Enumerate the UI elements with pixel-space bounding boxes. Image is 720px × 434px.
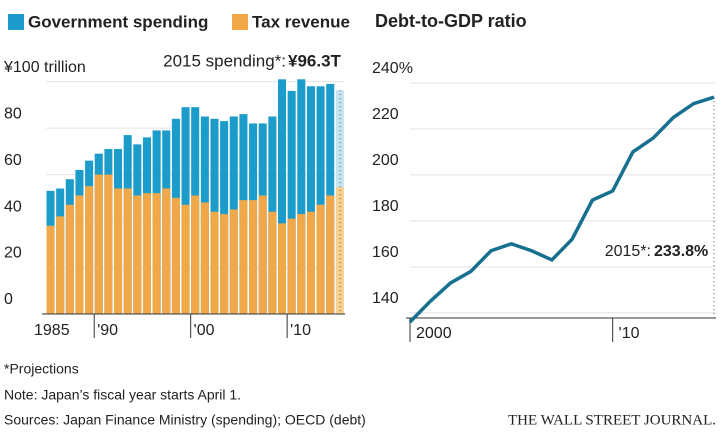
y-tick-label: 80 <box>4 105 22 122</box>
y-tick-label: 220 <box>372 106 399 123</box>
bar <box>85 186 94 314</box>
bar <box>123 188 132 314</box>
bar <box>114 188 123 314</box>
x-tick-label: 1985 <box>34 322 70 339</box>
value-label: 233.8% <box>654 243 708 260</box>
bar <box>65 204 74 314</box>
bar <box>316 204 325 314</box>
legend-label: Tax revenue <box>252 12 350 31</box>
legend-swatch <box>232 14 248 30</box>
bar <box>191 195 200 314</box>
bar <box>326 195 335 314</box>
bar <box>56 216 65 314</box>
bar <box>316 86 325 315</box>
bar <box>171 197 180 314</box>
x-tick-label: '10 <box>619 325 640 342</box>
bar <box>75 195 84 314</box>
bar <box>94 174 103 314</box>
y-tick-label: 160 <box>372 244 399 261</box>
legend-swatch <box>8 14 24 30</box>
credit: THE WALL STREET JOURNAL. <box>508 412 716 428</box>
bar <box>162 188 171 314</box>
bar <box>297 79 306 315</box>
chart-title: Debt-to-GDP ratio <box>375 11 527 31</box>
bar <box>200 202 209 314</box>
y-tick-label: 180 <box>372 198 399 215</box>
bar <box>277 79 287 315</box>
annotation: 2015 spending*: <box>163 51 286 70</box>
bar <box>46 225 55 314</box>
footnote: Note: Japan’s fiscal year starts April 1… <box>4 387 241 403</box>
footnote: Sources: Japan Finance Ministry (spendin… <box>4 412 366 428</box>
y-tick-label: 60 <box>4 152 22 169</box>
y-tick-label: 140 <box>372 290 399 307</box>
bar <box>152 193 161 314</box>
bar <box>306 86 315 315</box>
bar <box>287 218 296 314</box>
bar <box>268 211 277 314</box>
bar <box>210 211 219 314</box>
x-tick-label: '10 <box>290 322 311 339</box>
bar <box>133 195 142 314</box>
y-tick-label: 20 <box>4 245 22 262</box>
y-tick-label: ¥100 trillion <box>3 59 86 76</box>
bar <box>104 174 113 314</box>
footnote: *Projections <box>4 361 79 377</box>
bar <box>249 200 258 314</box>
bar <box>277 223 287 314</box>
bar <box>181 204 190 314</box>
bar <box>306 211 315 314</box>
x-tick-label: 2000 <box>416 325 452 342</box>
x-tick-label: '90 <box>97 322 118 339</box>
legend-label: Government spending <box>28 12 208 31</box>
y-tick-label: 240% <box>372 60 413 77</box>
y-tick-label: 40 <box>4 198 22 215</box>
annotation: 2015*: <box>605 243 651 260</box>
label-bg <box>594 240 710 264</box>
bar <box>220 214 229 314</box>
bar <box>239 200 248 314</box>
bar <box>229 209 238 314</box>
x-tick-label: '00 <box>194 322 215 339</box>
bar <box>297 214 306 314</box>
bar <box>287 90 296 315</box>
line <box>408 95 715 324</box>
y-tick-label: 200 <box>372 152 399 169</box>
y-tick-label: 0 <box>4 291 13 308</box>
bar <box>258 195 267 314</box>
value-label: ¥96.3T <box>288 51 342 70</box>
bar <box>142 193 151 314</box>
